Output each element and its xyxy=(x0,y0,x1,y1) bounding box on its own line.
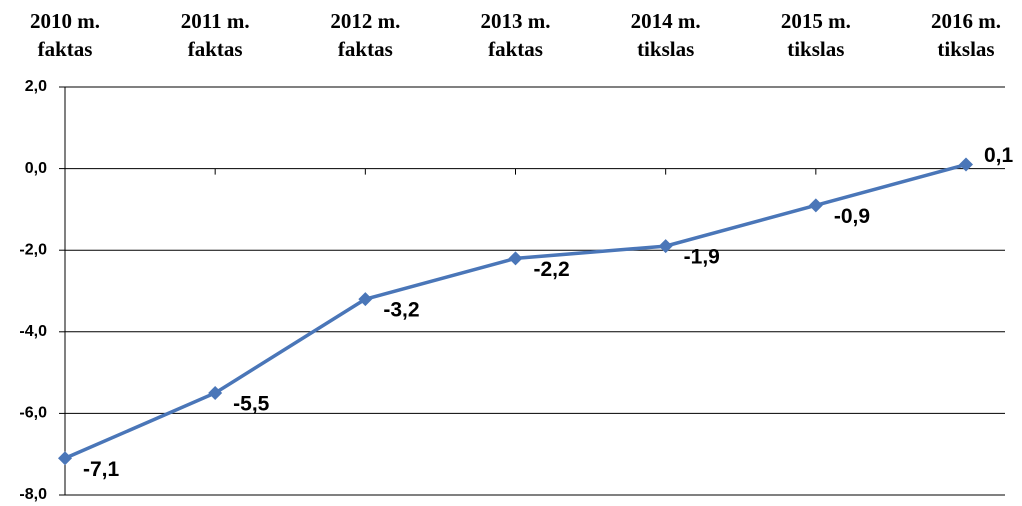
data-label: -7,1 xyxy=(83,458,120,481)
y-tick-label: 0,0 xyxy=(25,160,47,177)
y-tick-label: -8,0 xyxy=(19,486,47,503)
data-label: -1,9 xyxy=(684,246,720,269)
x-tick-line: 2015 m. xyxy=(781,9,851,33)
x-tick-label: 2015 m. tikslas xyxy=(781,9,851,61)
x-tick-label: 2010 m. faktas xyxy=(30,9,100,61)
y-tick-label: 2,0 xyxy=(25,78,47,95)
x-tick-label: 2012 m. faktas xyxy=(330,9,400,61)
x-tick-line: 2012 m. xyxy=(330,9,400,33)
marker xyxy=(959,157,973,172)
x-tick-line: faktas xyxy=(338,37,393,61)
marker xyxy=(208,386,223,400)
x-tick-label: 2016 m. tikslas xyxy=(931,9,1001,61)
x-tick-label: 2011 m. faktas xyxy=(181,9,250,61)
y-tick-label: -6,0 xyxy=(19,405,47,422)
x-tick-line: tikslas xyxy=(787,37,844,61)
data-label: -2,2 xyxy=(534,258,570,281)
y-tick-label: -4,0 xyxy=(19,323,47,340)
marker xyxy=(658,239,673,254)
data-label: -3,2 xyxy=(383,299,419,322)
x-tick-line: 2016 m. xyxy=(931,9,1001,33)
data-label: 0,1 xyxy=(984,144,1014,167)
marker xyxy=(358,292,373,307)
x-tick-line: 2011 m. xyxy=(181,9,250,33)
x-tick-line: faktas xyxy=(488,37,543,61)
x-tick-label: 2013 m. faktas xyxy=(481,9,551,61)
series-line xyxy=(64,162,967,460)
marker xyxy=(808,198,823,213)
marker xyxy=(58,451,72,466)
x-tick-line: 2013 m. xyxy=(481,9,551,33)
x-tick-line: tikslas xyxy=(637,37,694,61)
data-label: -0,9 xyxy=(834,205,870,228)
x-tick-line: tikslas xyxy=(937,37,994,61)
x-tick-line: faktas xyxy=(38,37,93,61)
data-label: -5,5 xyxy=(233,393,270,416)
x-tick-line: 2014 m. xyxy=(631,9,701,33)
x-tick-label: 2014 m. tikslas xyxy=(631,9,701,61)
marker xyxy=(508,251,523,266)
y-tick-label: -2,0 xyxy=(19,241,47,258)
x-tick-line: faktas xyxy=(188,37,243,61)
x-tick-line: 2010 m. xyxy=(30,9,100,33)
